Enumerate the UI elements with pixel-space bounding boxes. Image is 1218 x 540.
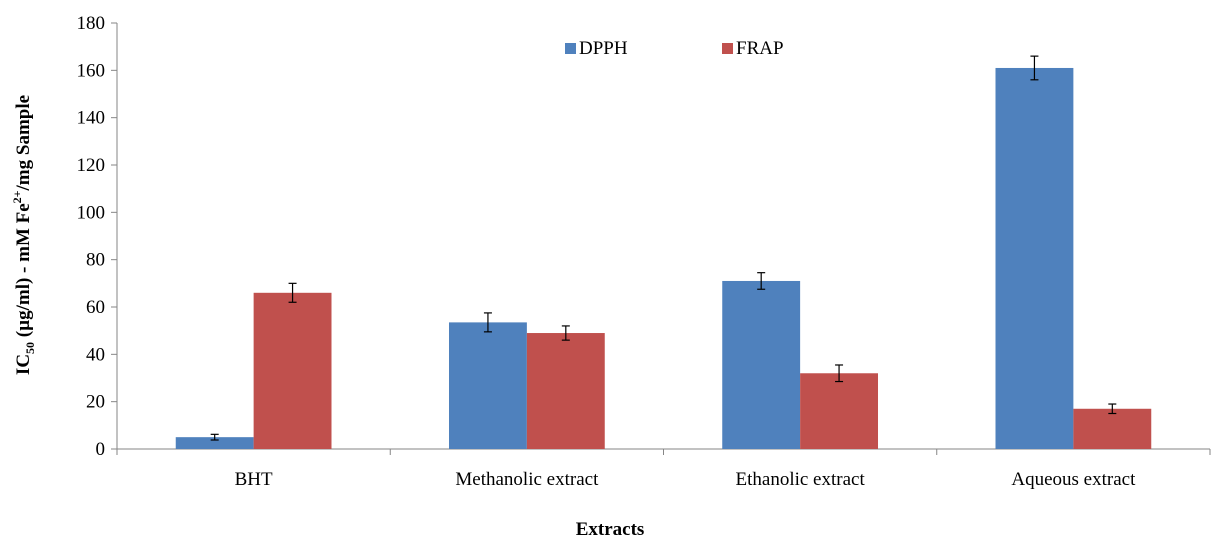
error-bar-dpph-2 [757,272,766,290]
error-bar-frap-2 [835,364,844,383]
bar-frap-0 [253,292,332,449]
x-axis-title: Extracts [576,519,645,540]
bar-dpph-3 [995,67,1074,449]
error-bar-frap-0 [288,282,297,303]
y-axis: 0 20 40 60 80 100 120 140 160 180 [77,13,118,460]
y-tick-label: 120 [77,155,106,176]
y-tick-label: 100 [77,202,106,223]
x-tick-label: Aqueous extract [1011,469,1136,490]
y-tick-label: 180 [77,13,106,34]
y-tick-label: 140 [77,108,106,129]
y-tick-label: 60 [86,297,105,318]
x-tick-label: Ethanolic extract [736,469,866,490]
bar-frap-2 [800,373,879,449]
x-axis: BHT Methanolic extract Ethanolic extract Aq… [116,448,1211,490]
y-tick-label: 160 [77,60,106,81]
bar-dpph-1 [448,322,527,449]
bar-frap-1 [526,333,605,449]
error-bar-dpph-1 [483,312,492,333]
bars [175,55,1152,449]
x-tick-label: Methanolic extract [455,469,599,490]
bar-dpph-2 [722,280,801,449]
error-bar-frap-3 [1108,403,1117,415]
y-tick-label: 80 [86,250,105,271]
legend-label-frap: FRAP [736,38,784,59]
bar-frap-3 [1073,408,1152,449]
y-tick-label: 20 [86,392,105,413]
legend-swatch-frap [722,43,733,54]
legend: DPPH FRAP [565,38,784,59]
error-bar-dpph-3 [1030,55,1039,81]
y-tick-label: 40 [86,344,105,365]
y-axis-title: IC50 (µg/ml) - mM Fe2+/mg Sample [10,95,37,375]
legend-swatch-dpph [565,43,576,54]
bar-dpph-0 [175,437,254,449]
legend-label-dpph: DPPH [579,38,628,59]
error-bar-frap-1 [561,325,570,341]
error-bar-dpph-0 [210,433,219,441]
x-tick-label: BHT [235,469,273,490]
y-tick-label: 0 [96,439,106,460]
